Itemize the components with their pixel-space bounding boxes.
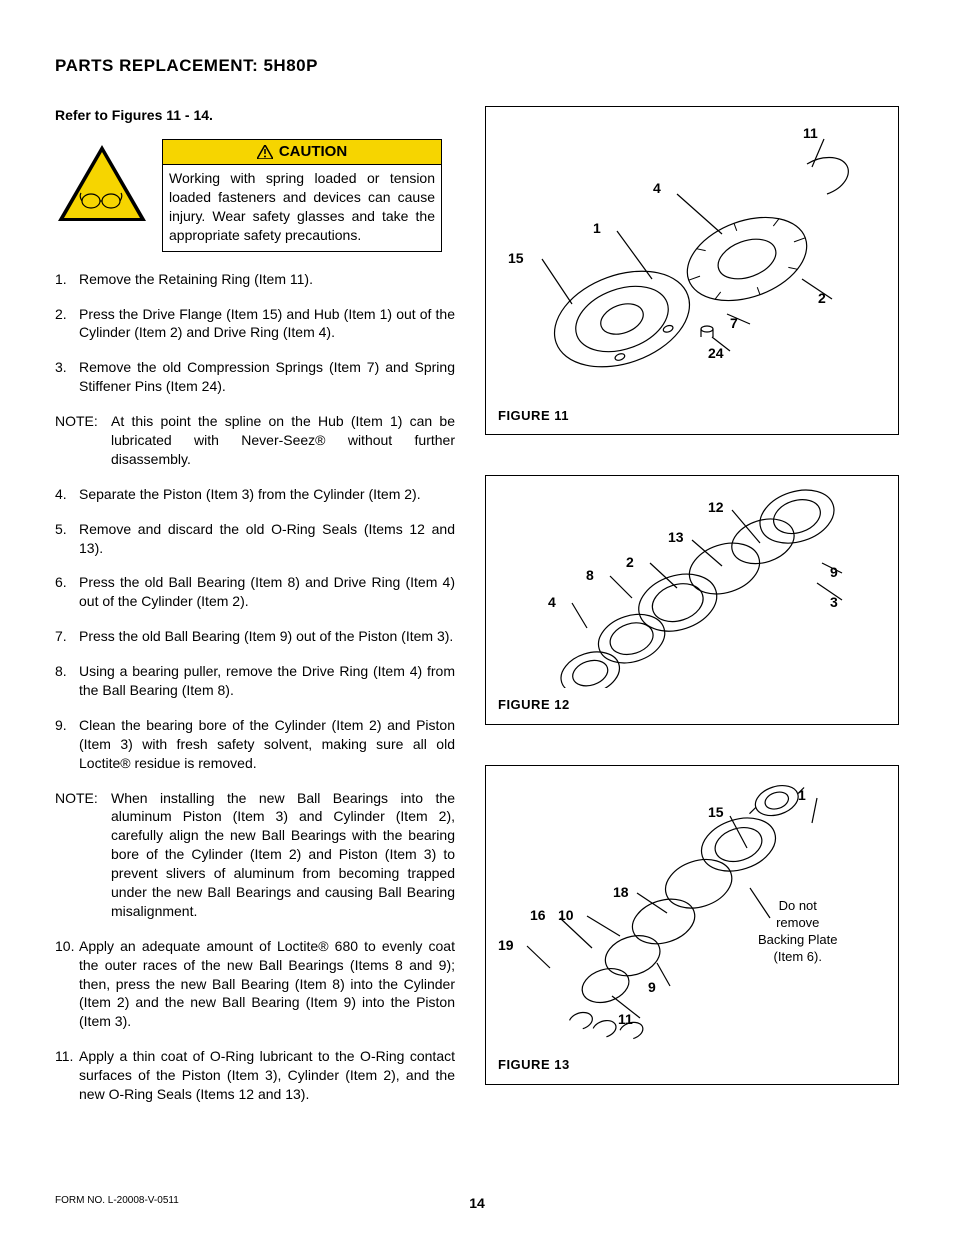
step-item: 5.Remove and discard the old O-Ring Seal…: [55, 520, 455, 558]
step-text: Separate the Piston (Item 3) from the Cy…: [79, 485, 455, 504]
callout-11: 11: [803, 124, 818, 143]
step-item: 8.Using a bearing puller, remove the Dri…: [55, 662, 455, 700]
note-label: NOTE:: [55, 412, 111, 469]
step-text: Remove the old Compression Springs (Item…: [79, 358, 455, 396]
caution-body: Working with spring loaded or tension lo…: [163, 165, 441, 251]
refer-line: Refer to Figures 11 - 14.: [55, 106, 455, 125]
caution-box: CAUTION Working with spring loaded or te…: [162, 139, 442, 252]
step-text: Remove the Retaining Ring (Item 11).: [79, 270, 455, 289]
figure-11-drawing: [498, 119, 886, 399]
caution-heading: CAUTION: [163, 140, 441, 165]
step-item: 6.Press the old Ball Bearing (Item 8) an…: [55, 573, 455, 611]
note-1: NOTE: At this point the spline on the Hu…: [55, 412, 455, 469]
figure-12-canvas: 12 13 2 9 8 3 4: [498, 488, 886, 688]
step-number: 4.: [55, 485, 79, 504]
note-text: At this point the spline on the Hub (Ite…: [111, 412, 455, 469]
step-number: 8.: [55, 662, 79, 700]
step-number: 10.: [55, 937, 79, 1031]
callout-1: 1: [798, 786, 806, 805]
figure-12-drawing: [498, 488, 886, 688]
step-text: Using a bearing puller, remove the Drive…: [79, 662, 455, 700]
callout-16: 16: [530, 906, 546, 925]
step-number: 7.: [55, 627, 79, 646]
callout-3: 3: [830, 593, 838, 612]
callout-24: 24: [708, 344, 724, 363]
callout-4: 4: [653, 179, 661, 198]
step-number: 1.: [55, 270, 79, 289]
step-item: 1.Remove the Retaining Ring (Item 11).: [55, 270, 455, 289]
step-item: 4.Separate the Piston (Item 3) from the …: [55, 485, 455, 504]
figure-13: Do notremoveBacking Plate(Item 6). 1 15 18…: [485, 765, 899, 1085]
step-number: 2.: [55, 305, 79, 343]
right-column: 1141152724 FIGURE 11: [485, 106, 899, 1125]
figure-13-label: FIGURE 13: [498, 1056, 886, 1074]
callout-2: 2: [818, 289, 826, 308]
callout-19: 19: [498, 936, 514, 955]
callout-10: 10: [558, 906, 574, 925]
note-text: When installing the new Ball Bearings in…: [111, 789, 455, 921]
figure-12-label: FIGURE 12: [498, 696, 886, 714]
left-column: Refer to Figures 11 - 14. CAUTION Workin…: [55, 106, 455, 1125]
page-number: 14: [469, 1194, 485, 1213]
page-footer: FORM NO. L-20008-V-0511 14: [55, 1194, 899, 1208]
callout-8: 8: [586, 566, 594, 585]
callout-2: 2: [626, 553, 634, 572]
two-column-layout: Refer to Figures 11 - 14. CAUTION Workin…: [55, 106, 899, 1125]
step-text: Press the old Ball Bearing (Item 9) out …: [79, 627, 455, 646]
step-text: Press the Drive Flange (Item 15) and Hub…: [79, 305, 455, 343]
warning-triangle-icon: [55, 139, 150, 234]
caution-block: CAUTION Working with spring loaded or te…: [55, 139, 455, 252]
step-text: Clean the bearing bore of the Cylinder (…: [79, 716, 455, 773]
callout-4: 4: [548, 593, 556, 612]
safety-glasses-icon: [79, 191, 123, 211]
figure-13-note: Do notremoveBacking Plate(Item 6).: [758, 898, 838, 966]
alert-icon: [257, 145, 273, 159]
step-number: 6.: [55, 573, 79, 611]
step-text: Apply a thin coat of O-Ring lubricant to…: [79, 1047, 455, 1104]
step-number: 3.: [55, 358, 79, 396]
callout-13: 13: [668, 528, 684, 547]
step-number: 5.: [55, 520, 79, 558]
figure-12: 12 13 2 9 8 3 4 FIGURE 12: [485, 475, 899, 725]
page-title: PARTS REPLACEMENT: 5H80P: [55, 55, 899, 78]
note-2: NOTE: When installing the new Ball Beari…: [55, 789, 455, 921]
figure-11: 11 4 1 15 2 7 24 FIGURE 11: [485, 106, 899, 436]
caution-heading-text: CAUTION: [279, 142, 347, 162]
callout-9: 9: [830, 563, 838, 582]
callout-15: 15: [508, 249, 524, 268]
step-item: 2.Press the Drive Flange (Item 15) and H…: [55, 305, 455, 343]
callout-9: 9: [648, 978, 656, 997]
step-item: 11.Apply a thin coat of O-Ring lubricant…: [55, 1047, 455, 1104]
step-text: Press the old Ball Bearing (Item 8) and …: [79, 573, 455, 611]
callout-12: 12: [708, 498, 724, 517]
step-text: Apply an adequate amount of Loctite® 680…: [79, 937, 455, 1031]
step-number: 9.: [55, 716, 79, 773]
note-label: NOTE:: [55, 789, 111, 921]
step-item: 9.Clean the bearing bore of the Cylinder…: [55, 716, 455, 773]
figure-11-canvas: 11 4 1 15 2 7 24: [498, 119, 886, 399]
step-item: 3.Remove the old Compression Springs (It…: [55, 358, 455, 396]
figure-13-canvas: Do notremoveBacking Plate(Item 6). 1 15 18…: [498, 778, 886, 1048]
callout-7: 7: [730, 314, 738, 333]
step-number: 11.: [55, 1047, 79, 1104]
callout-1: 1: [593, 219, 601, 238]
figure-11-label: FIGURE 11: [498, 407, 886, 425]
step-text: Remove and discard the old O-Ring Seals …: [79, 520, 455, 558]
callout-11: 11: [618, 1010, 633, 1029]
callout-18: 18: [613, 883, 629, 902]
callout-15: 15: [708, 803, 724, 822]
step-item: 7.Press the old Ball Bearing (Item 9) ou…: [55, 627, 455, 646]
step-item: 10.Apply an adequate amount of Loctite® …: [55, 937, 455, 1031]
